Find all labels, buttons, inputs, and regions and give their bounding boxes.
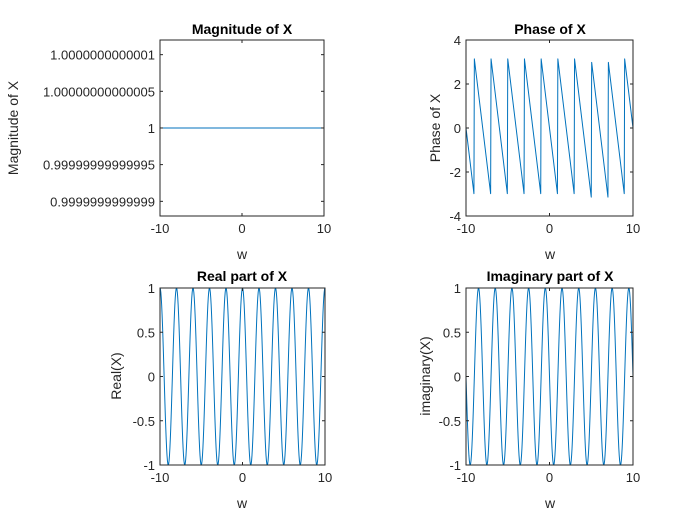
x-tick-label: 10 — [317, 221, 331, 236]
subplot-magnitude: Magnitude of X -10 0 10 0.9999999999999 0.99… — [5, 21, 331, 262]
y-tick-label: 1 — [148, 121, 155, 136]
y-tick-label: 0.9999999999999 — [50, 194, 155, 209]
y-tick-label: 2 — [454, 77, 461, 92]
x-axis-label: w — [236, 495, 248, 511]
x-axis-label: w — [544, 495, 556, 511]
series-line — [465, 58, 634, 198]
plot-area: -10 0 10 0.9999999999999 0.99999999999995 1 1.… — [43, 39, 331, 236]
x-tick-label: 0 — [546, 221, 553, 236]
subplot-imaginary: Imaginary part of X -10 0 10-1-0.500.51 w … — [417, 268, 640, 511]
y-tick-label: -0.5 — [133, 414, 155, 429]
plot-area: -10 0 10 -4 -2 0 2 4 — [449, 33, 640, 236]
subplot-phase: Phase of X -10 0 10 -4 -2 0 2 4 w Phase of X — [427, 21, 640, 262]
subplot-title: Magnitude of X — [192, 21, 293, 37]
y-tick-label: 0.5 — [443, 325, 461, 340]
x-tick-label: -10 — [457, 470, 476, 485]
x-tick-label: -10 — [151, 221, 170, 236]
series-line — [465, 287, 634, 466]
y-tick-label: 4 — [454, 33, 461, 48]
y-tick-label: 0 — [148, 370, 155, 385]
subplot-title: Real part of X — [197, 268, 288, 284]
y-tick-label: -0.5 — [439, 414, 461, 429]
y-axis-label: imaginary(X) — [417, 336, 433, 415]
y-tick-label: 1.00000000000005 — [43, 84, 155, 99]
y-tick-label: 0 — [454, 370, 461, 385]
y-tick-label: -4 — [449, 209, 461, 224]
x-tick-label: 0 — [238, 221, 245, 236]
x-tick-label: -10 — [151, 470, 170, 485]
plot-area: -10 0 10 -1 -0.5 0 0.5 1 — [133, 281, 333, 485]
y-tick-label: 1 — [148, 281, 155, 296]
y-tick-label: 1 — [454, 281, 461, 296]
y-axis-label: Real(X) — [108, 352, 124, 399]
y-tick-label: 1.0000000000001 — [50, 48, 155, 63]
x-tick-label: -10 — [457, 221, 476, 236]
subplot-title: Imaginary part of X — [487, 268, 614, 284]
x-axis-label: w — [544, 246, 556, 262]
x-tick-label: 10 — [318, 470, 332, 485]
y-tick-label: -1 — [143, 458, 155, 473]
y-tick-label: -2 — [449, 165, 461, 180]
x-axis-label: w — [236, 246, 248, 262]
x-tick-label: 10 — [626, 221, 640, 236]
y-axis-label: Phase of X — [427, 93, 443, 162]
x-tick-label: 0 — [239, 470, 246, 485]
y-axis-label: Magnitude of X — [5, 80, 21, 175]
y-tick-label: 0 — [454, 121, 461, 136]
y-tick-label: -1 — [449, 458, 461, 473]
x-tick-label: 10 — [626, 470, 640, 485]
subplot-real: Real part of X -10 0 10 -1 -0.5 0 0.5 1 w Real(… — [108, 268, 332, 511]
y-tick-label: 0.99999999999995 — [43, 158, 155, 173]
y-tick-label: 0.5 — [137, 325, 155, 340]
subplot-title: Phase of X — [514, 21, 586, 37]
plot-area: -10 0 10 -1 -0.5 0 0.5 1 — [439, 281, 641, 485]
x-tick-label: 0 — [546, 470, 553, 485]
